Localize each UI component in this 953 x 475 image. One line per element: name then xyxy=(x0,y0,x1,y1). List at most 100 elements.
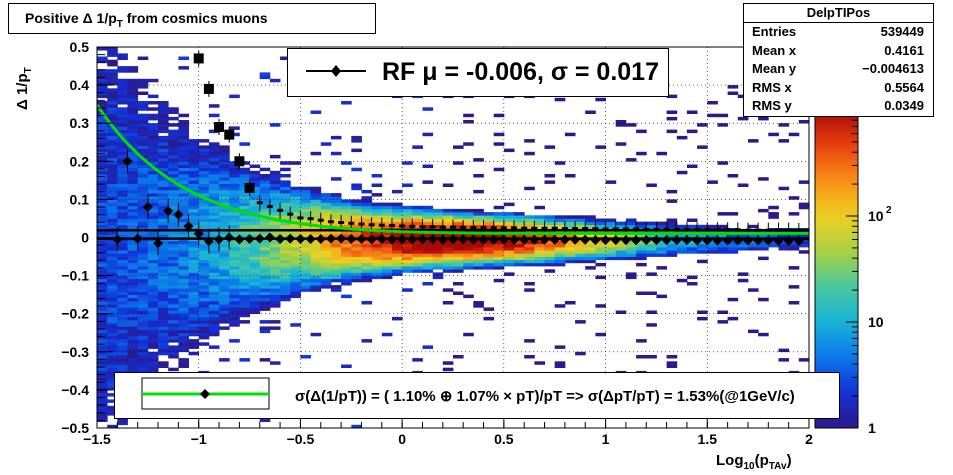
heatmap-cell xyxy=(392,218,403,222)
heatmap-cell xyxy=(392,189,403,194)
heatmap-cell xyxy=(127,266,139,270)
heatmap-cell xyxy=(676,170,688,175)
heatmap-cell xyxy=(208,269,220,273)
heatmap-cell xyxy=(168,145,179,149)
heatmap-cell xyxy=(198,189,210,194)
heatmap-cell xyxy=(422,259,434,264)
heatmap-cell xyxy=(219,316,230,321)
heatmap-cell xyxy=(208,186,220,191)
heatmap-cell xyxy=(117,329,128,334)
heatmap-cell xyxy=(330,278,342,283)
heatmap-cell xyxy=(585,240,596,245)
heatmap-cell xyxy=(137,234,149,238)
heatmap-cell xyxy=(107,145,118,149)
heatmap-cell xyxy=(97,301,108,305)
heatmap-cell xyxy=(320,269,332,273)
heatmap-cell xyxy=(97,107,108,111)
mean-point xyxy=(142,202,153,213)
heatmap-cell xyxy=(168,275,179,280)
sigma-point xyxy=(765,228,772,232)
mean-point xyxy=(356,234,367,245)
sigma-point xyxy=(643,227,650,231)
heatmap-cell xyxy=(107,301,118,305)
heatmap-cell xyxy=(117,177,128,181)
heatmap-cell xyxy=(117,310,128,314)
heatmap-cell xyxy=(341,224,352,229)
heatmap-cell xyxy=(280,212,291,216)
heatmap-cell xyxy=(168,107,179,111)
heatmap-cell xyxy=(666,364,678,368)
heatmap-cell xyxy=(229,253,240,257)
mean-point xyxy=(712,235,723,246)
heatmap-cell xyxy=(107,132,118,137)
heatmap-cell xyxy=(208,323,220,327)
heatmap-cell xyxy=(137,196,149,200)
heatmap-cell xyxy=(147,351,159,356)
heatmap-cell xyxy=(320,247,332,251)
title-box: Positive Δ 1/pT from cosmics muons xyxy=(8,3,376,34)
heatmap-cell xyxy=(554,240,566,245)
x-tick-label: −0.5 xyxy=(287,431,315,447)
heatmap-cell xyxy=(219,221,230,226)
heatmap-cell xyxy=(158,326,169,330)
heatmap-cell xyxy=(127,101,139,105)
heatmap-cell xyxy=(97,224,108,229)
heatmap-cell xyxy=(259,174,271,178)
heatmap-cell xyxy=(117,243,128,248)
heatmap-cell xyxy=(117,148,128,153)
heatmap-cell xyxy=(229,266,240,270)
heatmap-cell xyxy=(137,297,149,302)
heatmap-cell xyxy=(269,247,281,251)
heatmap-cell xyxy=(178,180,189,184)
heatmap-cell xyxy=(137,269,149,273)
heatmap-cell xyxy=(290,202,301,207)
heatmap-cell xyxy=(158,107,169,111)
heatmap-cell xyxy=(117,275,128,280)
heatmap-cell xyxy=(107,345,118,349)
heatmap-cell xyxy=(330,212,342,216)
heatmap-cell xyxy=(97,345,108,349)
heatmap-cell xyxy=(107,72,118,76)
heatmap-cell xyxy=(158,145,169,149)
heatmap-cell xyxy=(97,212,108,216)
heatmap-cell xyxy=(788,234,800,238)
heatmap-cell xyxy=(707,234,718,238)
heatmap-cell xyxy=(666,243,678,248)
heatmap-cell xyxy=(453,266,464,270)
heatmap-cell xyxy=(259,180,271,184)
heatmap-cell xyxy=(107,393,118,397)
heatmap-cell xyxy=(310,218,322,222)
heatmap-cell xyxy=(493,132,505,137)
heatmap-cell xyxy=(615,234,627,238)
heatmap-cell xyxy=(208,247,220,251)
heatmap-cell xyxy=(351,215,362,219)
heatmap-cell xyxy=(259,196,271,200)
heatmap-cell xyxy=(117,291,128,295)
sigma-point xyxy=(663,227,670,231)
heatmap-cell xyxy=(269,154,281,159)
heatmap-cell xyxy=(280,180,291,184)
heatmap-cell xyxy=(147,126,159,130)
heatmap-cell xyxy=(117,332,128,337)
heatmap-cell xyxy=(158,307,169,311)
x-tick-label: 1 xyxy=(602,431,610,447)
heatmap-cell xyxy=(676,240,688,245)
heatmap-cell xyxy=(432,221,444,226)
heatmap-cell xyxy=(137,253,149,257)
heatmap-cell xyxy=(198,202,210,207)
heatmap-cell xyxy=(249,247,261,251)
heatmap-cell xyxy=(229,275,240,280)
heatmap-cell xyxy=(564,240,576,245)
heatmap-cell xyxy=(229,126,240,130)
heatmap-cell xyxy=(168,316,179,321)
heatmap-cell xyxy=(127,253,139,257)
heatmap-cell xyxy=(310,221,322,226)
heatmap-cell xyxy=(595,275,606,280)
heatmap-cell xyxy=(330,256,342,261)
mean-point xyxy=(732,235,743,246)
mean-point xyxy=(193,228,204,239)
heatmap-cell xyxy=(402,256,413,261)
heatmap-cell xyxy=(564,132,576,137)
heatmap-cell xyxy=(229,288,240,292)
heatmap-cell xyxy=(463,113,474,118)
